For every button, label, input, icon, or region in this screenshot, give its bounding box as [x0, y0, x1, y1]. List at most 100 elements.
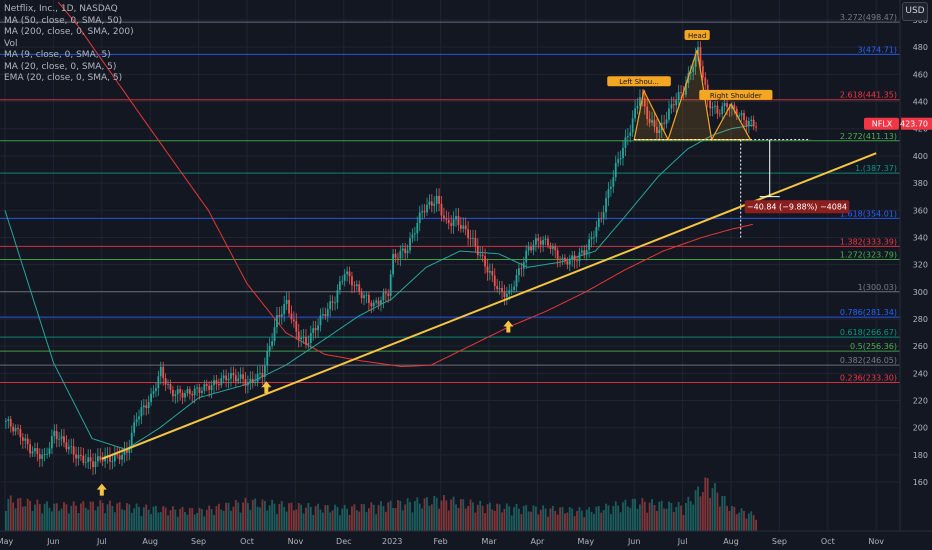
volume-bar: [5, 510, 7, 531]
candle-body: [222, 375, 225, 379]
candle-body: [186, 389, 189, 394]
candle-body: [109, 455, 111, 462]
fib-level-label: 0.618(266.67): [840, 328, 897, 337]
y-tick-label: 340: [913, 233, 928, 242]
candle-body: [450, 223, 453, 226]
candle-body: [147, 401, 150, 408]
volume-bar: [493, 510, 496, 531]
candle-body: [486, 266, 489, 273]
volume-bar: [77, 513, 80, 531]
candle-body: [459, 225, 462, 229]
candle-body: [208, 385, 211, 391]
candle-body: [70, 446, 73, 448]
volume-bar: [682, 514, 685, 531]
volume-bar: [728, 511, 731, 531]
candle-body: [329, 301, 332, 310]
candle-body: [343, 274, 346, 281]
candle-body: [549, 245, 552, 249]
volume-bar: [234, 499, 237, 531]
candle-body: [133, 422, 136, 433]
candle-body: [142, 405, 145, 408]
candle-body: [699, 47, 702, 67]
legend-title: Netflix, Inc., 1D, NASDAQ: [4, 4, 118, 14]
currency-label[interactable]: USD: [902, 2, 928, 21]
volume-bar: [726, 505, 728, 531]
candle-body: [578, 252, 581, 262]
x-tick-label: Sep: [772, 537, 787, 546]
volume-bar: [278, 503, 281, 531]
volume-bar: [750, 511, 753, 531]
volume-bar: [401, 510, 404, 531]
volume-bar: [455, 504, 457, 531]
candle-body: [368, 294, 370, 303]
candle-body: [7, 419, 10, 421]
fib-level-label: 2.272(411.13): [840, 132, 897, 141]
candle-body: [721, 106, 724, 115]
volume-bar: [302, 513, 305, 531]
candle-body: [113, 454, 116, 462]
volume-bar: [576, 510, 578, 531]
candle-body: [653, 120, 656, 127]
candle-body: [285, 299, 288, 305]
y-tick-label: 380: [913, 179, 928, 188]
volume-bar: [80, 503, 82, 531]
y-tick-label: 160: [913, 478, 928, 487]
volume-bar: [438, 508, 440, 531]
volume-bar: [36, 499, 39, 531]
volume-bar: [116, 503, 119, 531]
candle-body: [626, 135, 629, 138]
volume-bar: [752, 515, 755, 531]
volume-bar: [394, 508, 397, 531]
legend-item-ema20: EMA (20, close, 0, SMA, 5): [4, 73, 123, 83]
volume-bar: [101, 502, 104, 531]
candle-body: [643, 98, 646, 107]
x-tick-label: Oct: [821, 537, 835, 546]
volume-bar: [646, 512, 649, 531]
fib-level-label: 0.786(281.34): [840, 308, 897, 317]
candle-body: [614, 163, 617, 178]
candle-body: [593, 236, 595, 238]
candle-body: [82, 455, 85, 463]
candle-body: [619, 158, 622, 160]
candle-body: [19, 428, 22, 438]
volume-bar: [336, 506, 339, 531]
candle-body: [505, 293, 508, 298]
candle-body: [399, 250, 402, 259]
candle-body: [63, 436, 65, 443]
x-tick-label: Jun: [46, 537, 60, 546]
candle-body: [556, 250, 559, 260]
volume-bar: [711, 488, 714, 531]
volume-bar: [665, 508, 668, 531]
y-tick-label: 320: [913, 261, 928, 270]
volume-bar: [534, 506, 537, 531]
current-price-label: 423.70: [900, 120, 928, 129]
volume-bar: [201, 509, 203, 531]
volume-bar: [716, 492, 719, 531]
candle-body: [234, 375, 237, 382]
fib-level-label: 1.618(354.01): [840, 209, 897, 218]
volume-bar: [331, 510, 334, 531]
candle-body: [355, 284, 358, 286]
candle-body: [365, 294, 368, 296]
volume-bar: [397, 500, 399, 531]
candle-body: [527, 246, 530, 251]
volume-bar: [459, 499, 462, 531]
x-tick-label: Jul: [96, 537, 107, 546]
candle-body: [636, 105, 639, 109]
volume-bar: [624, 499, 627, 531]
volume-bar: [556, 514, 559, 531]
candle-body: [714, 105, 716, 107]
candle-body: [481, 254, 484, 257]
candle-body: [276, 315, 278, 328]
candle-body: [752, 119, 755, 127]
volume-bar: [755, 519, 757, 531]
candle-body: [288, 299, 290, 314]
volume-bar: [295, 509, 298, 531]
volume-bar: [217, 503, 220, 531]
candle-body: [595, 227, 598, 237]
y-tick-label: 260: [913, 342, 928, 351]
volume-bar: [549, 508, 552, 531]
chart-legend: Netflix, Inc., 1D, NASDAQ MA (50, close,…: [4, 4, 134, 85]
candle-body: [508, 290, 511, 294]
